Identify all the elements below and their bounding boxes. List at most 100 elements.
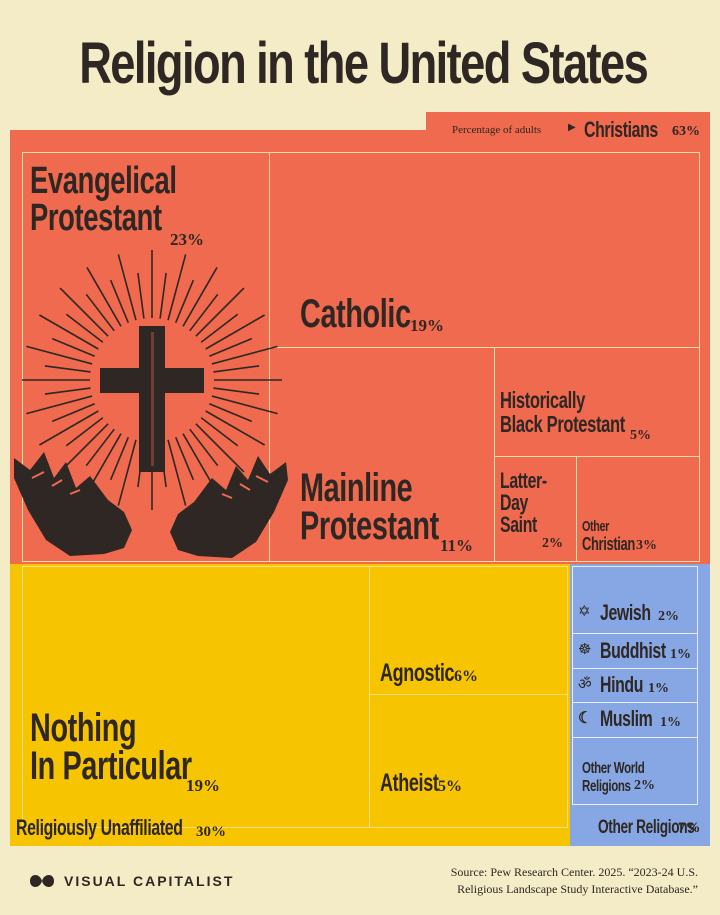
atheist-value: 5% xyxy=(438,778,462,795)
dharma-wheel-icon: ☸ xyxy=(578,641,592,658)
label-other-christian: Other Christian 3% xyxy=(582,518,657,555)
ray xyxy=(195,423,245,473)
group-christians-value: 63% xyxy=(672,124,700,139)
other-christian-name-2: Christian xyxy=(582,534,635,554)
muslim-value: 1% xyxy=(660,715,681,730)
buddhist-value: 1% xyxy=(670,647,691,662)
label-muslim: ☾ Muslim 1% xyxy=(578,706,681,731)
header-row: Percentage of adults ▶ Christians 63% xyxy=(452,116,714,142)
ray xyxy=(44,387,91,395)
label-hindu: ॐ Hindu 1% xyxy=(578,672,669,697)
jewish-value: 2% xyxy=(658,609,679,624)
ray xyxy=(86,267,122,327)
label-other-group: Other Religions 7% xyxy=(598,818,720,838)
ray xyxy=(189,428,219,467)
label-agnostic: Agnostic 6% xyxy=(380,660,483,686)
visual-capitalist-logo xyxy=(30,875,54,887)
group-unaffiliated xyxy=(10,564,570,846)
hindu-value: 1% xyxy=(648,681,669,696)
ray xyxy=(174,436,195,481)
ray xyxy=(44,365,91,373)
cell-other-christian xyxy=(576,456,700,562)
jewish-name: Jewish xyxy=(600,600,651,625)
black-protestant-name-1: Historically xyxy=(500,387,585,413)
black-protestant-name-2: Black Protestant xyxy=(500,411,625,437)
catholic-value: 19% xyxy=(410,316,444,335)
unaffiliated-footer-strip xyxy=(10,828,570,846)
ray xyxy=(208,337,253,358)
ray xyxy=(59,287,109,337)
star-of-david-icon: ✡ xyxy=(578,603,591,620)
label-other-world: Other World Religions 2% xyxy=(582,760,669,796)
ray xyxy=(211,395,278,415)
header-note: Percentage of adults xyxy=(452,124,542,136)
label-mainline: Mainline Protestant 11% xyxy=(300,468,493,555)
ray xyxy=(159,272,167,319)
label-catholic: Catholic 19% xyxy=(300,292,454,336)
rays-icon xyxy=(22,250,282,510)
hands-icon xyxy=(14,452,288,558)
ray xyxy=(137,272,145,319)
ray xyxy=(117,254,137,321)
latter-day-name-3: Saint xyxy=(500,512,537,537)
agnostic-value: 6% xyxy=(454,668,478,685)
ray xyxy=(51,402,96,423)
catholic-name: Catholic xyxy=(300,292,411,336)
ray xyxy=(208,402,253,423)
evangelical-name-1: Evangelical xyxy=(30,160,177,202)
group-other xyxy=(570,564,710,846)
ray xyxy=(200,417,239,447)
group-other-value: 7% xyxy=(678,820,701,836)
group-unaffiliated-name: Religiously Unaffiliated xyxy=(16,815,183,840)
ray xyxy=(65,417,104,447)
ray xyxy=(189,293,219,332)
ray xyxy=(59,423,109,473)
group-other-name: Other Religions xyxy=(598,817,695,838)
latter-day-value: 2% xyxy=(542,536,563,551)
label-jewish: ✡ Jewish 2% xyxy=(578,600,679,625)
brand: VISUAL CAPITALIST xyxy=(28,871,234,891)
other-world-name-2: Religions xyxy=(582,778,631,795)
ray xyxy=(39,410,99,446)
latter-day-name-2: Day xyxy=(500,490,528,515)
nothing-value: 19% xyxy=(186,776,220,795)
source-line-2: Religious Landscape Study Interactive Da… xyxy=(457,882,698,896)
ray xyxy=(205,410,265,446)
latter-day-name-1: Latter- xyxy=(500,468,547,493)
other-world-name-1: Other World xyxy=(582,760,645,777)
ray xyxy=(200,313,239,343)
crescent-icon: ☾ xyxy=(578,710,593,727)
evangelical-value: 23% xyxy=(170,230,204,249)
ray xyxy=(109,436,130,481)
ray xyxy=(39,314,99,350)
group-christians-name: Christians xyxy=(584,117,658,142)
source-note: Source: Pew Research Center. 2025. “2023… xyxy=(451,864,698,898)
ray xyxy=(167,254,187,321)
other-world-value: 2% xyxy=(634,778,655,793)
ray xyxy=(117,439,137,506)
other-christian-value: 3% xyxy=(636,538,657,553)
other-christian-name-1: Other xyxy=(582,518,610,535)
ray xyxy=(65,313,104,343)
label-evangelical: Evangelical Protestant 23% xyxy=(30,160,234,249)
nothing-name-2: In Particular xyxy=(30,744,192,788)
ray xyxy=(85,293,115,332)
ray xyxy=(213,365,260,373)
mainline-name-2: Protestant xyxy=(300,504,439,548)
ray xyxy=(26,395,93,415)
black-protestant-value: 5% xyxy=(630,428,651,443)
ray xyxy=(205,314,265,350)
cell-atheist xyxy=(369,694,568,828)
label-unaffiliated-group: Religiously Unaffiliated 30% xyxy=(16,815,247,841)
hindu-name: Hindu xyxy=(600,672,644,697)
ray xyxy=(195,287,245,337)
cross-icon xyxy=(100,326,204,472)
cell-other-world xyxy=(572,737,698,805)
group-unaffiliated-value: 30% xyxy=(196,824,226,840)
ray xyxy=(182,267,218,327)
om-icon: ॐ xyxy=(578,676,592,693)
brand-name: VISUAL CAPITALIST xyxy=(64,873,235,889)
ray xyxy=(51,337,96,358)
ray xyxy=(213,387,260,395)
